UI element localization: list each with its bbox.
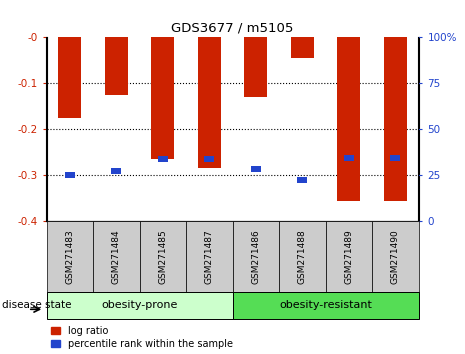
Bar xyxy=(279,221,326,292)
Bar xyxy=(46,221,93,292)
Text: GSM271486: GSM271486 xyxy=(251,229,260,284)
Bar xyxy=(158,156,168,162)
Bar xyxy=(390,155,400,161)
Bar xyxy=(244,37,267,97)
Bar xyxy=(186,221,232,292)
Bar xyxy=(151,37,174,159)
Bar xyxy=(291,37,314,58)
Text: GSM271490: GSM271490 xyxy=(391,229,400,284)
Text: GSM271489: GSM271489 xyxy=(344,229,353,284)
Bar xyxy=(297,177,307,183)
Bar xyxy=(198,37,221,169)
Bar xyxy=(46,292,232,319)
Bar xyxy=(232,221,279,292)
Bar xyxy=(326,221,372,292)
Text: GSM271483: GSM271483 xyxy=(65,229,74,284)
Text: GSM271487: GSM271487 xyxy=(205,229,214,284)
Bar xyxy=(105,37,128,95)
Bar xyxy=(232,292,418,319)
Bar xyxy=(111,168,121,173)
Text: GSM271484: GSM271484 xyxy=(112,229,121,284)
Bar xyxy=(337,37,360,200)
Text: GSM271485: GSM271485 xyxy=(158,229,167,284)
Bar xyxy=(344,155,354,161)
Bar xyxy=(372,221,418,292)
Bar xyxy=(93,221,140,292)
Text: obesity-resistant: obesity-resistant xyxy=(279,300,372,310)
Bar xyxy=(140,221,186,292)
Bar xyxy=(58,37,81,118)
Text: obesity-prone: obesity-prone xyxy=(101,300,178,310)
Bar xyxy=(65,172,75,178)
Text: GSM271488: GSM271488 xyxy=(298,229,307,284)
Bar xyxy=(384,37,407,200)
Text: disease state: disease state xyxy=(2,300,72,310)
Title: GDS3677 / m5105: GDS3677 / m5105 xyxy=(171,22,294,35)
Bar xyxy=(251,166,261,172)
Legend: log ratio, percentile rank within the sample: log ratio, percentile rank within the sa… xyxy=(51,326,233,349)
Bar xyxy=(204,156,214,162)
